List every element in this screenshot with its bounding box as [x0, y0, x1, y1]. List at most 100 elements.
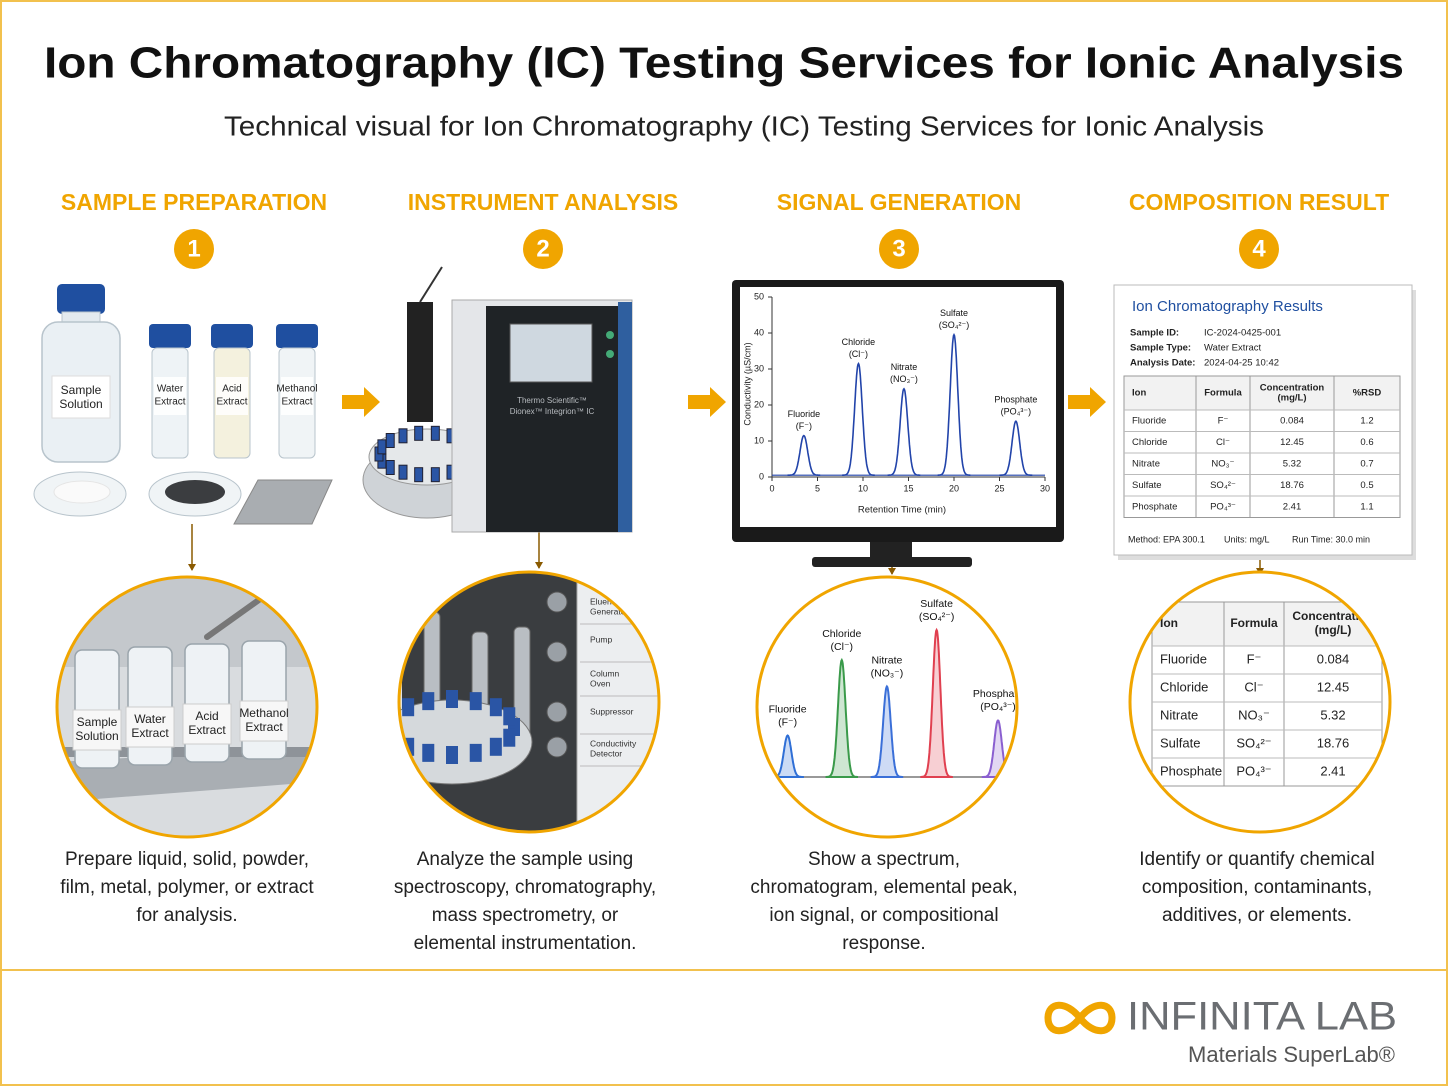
zoom-ring [755, 575, 1019, 839]
zoom-table-header: Ion [1160, 616, 1178, 630]
zoom-vial-label [72, 709, 122, 751]
zoom-table-cell: Chloride [1160, 679, 1208, 694]
probe-arm [407, 302, 433, 422]
valve [546, 641, 568, 663]
step-number: 1 [187, 235, 200, 262]
peak [787, 434, 821, 476]
leader-head [188, 564, 196, 571]
results-table-cell: Cl⁻ [1216, 437, 1230, 448]
zoom-view: Fluoride(F⁻) Chloride(Cl⁻) Nitrate(NO₃⁻) Su… [757, 577, 1017, 837]
instrument-screen [509, 323, 593, 383]
peak-label: Chloride [842, 337, 876, 347]
zoom-vial-label [182, 703, 232, 745]
zoom-vial-label [125, 706, 175, 748]
module-label: Column [590, 668, 620, 678]
zoom-peak-ion: (SO₄²⁻) [919, 611, 955, 623]
peak-ion: (NO₃⁻) [890, 374, 918, 384]
zoom-vial-label-text: Methanol [239, 706, 288, 720]
x-tick-label: 15 [903, 483, 913, 493]
sample-vial [398, 428, 408, 444]
sample-vial [377, 439, 387, 455]
zoom-sample-vial [469, 743, 482, 762]
zoom-table-cell: F⁻ [1247, 651, 1262, 666]
title: Ion Chromatography (IC) Testing Services… [44, 39, 1404, 88]
meta-value: IC-2024-0425-001 [1204, 328, 1281, 339]
peak-label: Nitrate [891, 362, 918, 372]
results-table-cell: Nitrate [1132, 458, 1160, 469]
zoom-sample-vial [422, 743, 435, 762]
flow-arrow [688, 387, 726, 417]
results-footer: Run Time: 30.0 min [1292, 534, 1370, 544]
vial-label-text: Extract [154, 397, 185, 408]
zoom-background [757, 577, 1017, 837]
zoom-ring [397, 570, 661, 834]
zoom-vial-label-text: Extract [131, 726, 169, 740]
results-table-cell: SO₄²⁻ [1210, 480, 1236, 491]
zoom-vial-label-text: Acid [195, 709, 218, 723]
zoom-table-cell: NO₃⁻ [1238, 707, 1270, 722]
results-footer: Method: EPA 300.1 [1128, 534, 1205, 544]
meta-label: Sample ID: [1130, 328, 1179, 339]
meta-label: Sample Type: [1130, 343, 1191, 354]
zoom-peak [920, 627, 953, 778]
zoom-table-cell: 2.41 [1320, 763, 1345, 778]
vial-label-text: Extract [216, 397, 247, 408]
results-table-cell: NO₃⁻ [1211, 458, 1234, 469]
zoom-sample-vial [469, 692, 482, 711]
results-table-cell: Fluoride [1132, 415, 1166, 426]
zoom-sample-vial [489, 737, 502, 756]
vial-label-text: Water [157, 384, 184, 395]
peak-ion: (PO₄³⁻) [1001, 406, 1031, 416]
flow-arrow [342, 387, 380, 417]
step-number: 2 [536, 235, 549, 262]
bottle-label-text: Sample [61, 383, 102, 397]
zoom-sample-vial [446, 746, 458, 764]
zoom-peak-label: Chloride [822, 628, 861, 640]
zoom-table-cell: Cl⁻ [1244, 679, 1263, 694]
peak-ion: (Cl⁻) [849, 349, 868, 359]
metal-film [233, 479, 333, 525]
logo-mark [1044, 1001, 1116, 1035]
results-table-head [1123, 375, 1401, 411]
y-axis-label: Conductivity (µS/cm) [742, 342, 752, 425]
results-table-cell: 1.1 [1360, 501, 1373, 512]
step-badge [523, 229, 563, 269]
zoom-peak-label: Fluoride [769, 703, 807, 715]
results-table-cell: PO₄³⁻ [1210, 501, 1236, 512]
instrument-brand: Thermo Scientific™ [517, 396, 587, 405]
x-tick-label: 10 [858, 483, 868, 493]
zoom-table-cell: Sulfate [1160, 735, 1200, 750]
zoom-table-cell: Phosphate [1160, 763, 1222, 778]
module-label: Eluent [590, 596, 615, 606]
step-description: Identify or quantify chemical compositio… [1139, 849, 1375, 926]
step-title: COMPOSITION RESULT [1129, 189, 1389, 215]
zoom-sample-vial [489, 698, 502, 717]
results-table-header: Ion [1132, 388, 1146, 399]
zoom-vial-label-text: Solution [75, 729, 118, 743]
instrument-brand: Dionex™ Integrion™ IC [510, 407, 595, 416]
step-title: SAMPLE PREPARATION [61, 189, 327, 215]
monitor-base [812, 557, 972, 567]
vial-label-text: Extract [281, 397, 312, 408]
zoom-ring [55, 575, 319, 839]
x-tick-label: 25 [994, 483, 1004, 493]
button [606, 331, 614, 339]
tagline: Materials SuperLab® [1188, 1042, 1395, 1067]
zoom-peak-ion: (Cl⁻) [831, 641, 853, 653]
results-footer: Units: mg/L [1224, 534, 1270, 544]
sample-vial [430, 425, 440, 441]
zoom-table-cell: 18.76 [1317, 735, 1350, 750]
zoom-peak-ion: (F⁻) [778, 716, 797, 728]
zoom-table-cell: 0.084 [1317, 651, 1350, 666]
y-tick-label: 50 [754, 291, 764, 301]
valve [546, 591, 568, 613]
peak-label: Phosphate [994, 394, 1037, 404]
sample-vial [385, 459, 395, 475]
instrument-trim [618, 302, 632, 532]
leader-head [888, 568, 896, 575]
bottle-label-text: Solution [59, 397, 102, 411]
zoom-sample-vial [422, 692, 435, 711]
zoom-view: Ion Fluoride Chloride Nitrate Sulfate Phospha… [1130, 572, 1390, 832]
meta-label: Analysis Date: [1130, 358, 1195, 369]
zoom-table-header: (mg/L) [1315, 623, 1352, 637]
